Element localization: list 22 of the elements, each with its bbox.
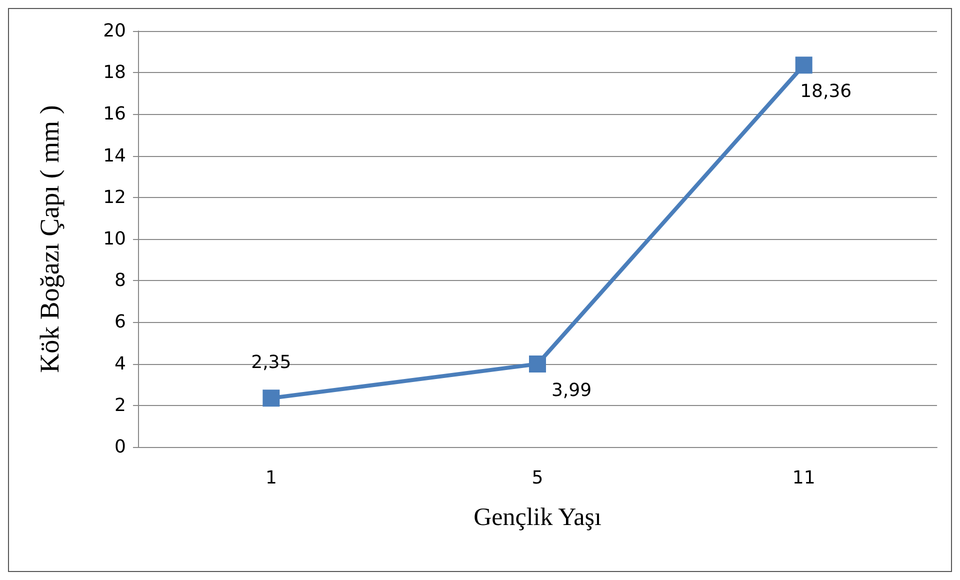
data-label: 2,35 <box>251 352 292 374</box>
y-tick-label: 6 <box>114 312 126 333</box>
point <box>795 56 812 74</box>
x-tick-label: 5 <box>532 468 544 488</box>
point <box>262 390 280 407</box>
data-label: 18,36 <box>800 81 852 102</box>
point <box>529 356 546 373</box>
y-tick-label: 14 <box>103 145 126 166</box>
y-tick-label: 18 <box>103 62 126 84</box>
x-tick-label: 11 <box>792 468 816 488</box>
y-tick-label: 12 <box>103 186 126 208</box>
y-tick-label: 8 <box>114 270 126 292</box>
x-tick-label: 1 <box>265 468 277 488</box>
y-tick-label: 20 <box>103 20 126 42</box>
y-axis-title: Kök Boğazı Çapı ( mm ) <box>34 105 64 373</box>
y-tick-label: 0 <box>114 436 126 458</box>
y-tick-label: 2 <box>114 394 126 416</box>
x-axis-title: Gençlik Yaşı <box>474 504 602 531</box>
y-tick-label: 16 <box>103 104 126 125</box>
y-tick-label: 10 <box>103 228 126 250</box>
data-label: 3,99 <box>551 380 592 402</box>
y-tick-label: 4 <box>114 353 126 374</box>
